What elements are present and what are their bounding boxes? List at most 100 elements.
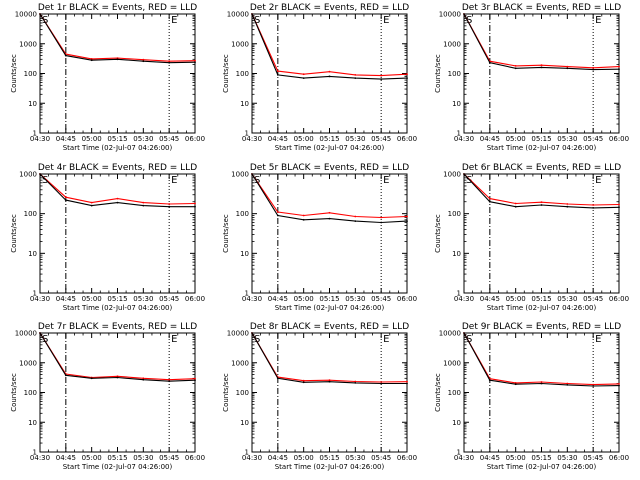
y-axis-label: Counts/sec (222, 214, 230, 253)
y-tick-label: 10000 (15, 330, 37, 338)
start-marker-label: S (466, 334, 472, 345)
start-marker-label: S (466, 175, 472, 186)
y-tick-label: 10 (452, 250, 461, 258)
data-point-lld (540, 64, 543, 67)
y-tick-label: 1000 (19, 171, 37, 179)
data-point-events (116, 201, 119, 204)
data-point-events (142, 378, 145, 381)
data-point-events (39, 13, 41, 15)
data-point-events (64, 199, 67, 202)
data-point-events (566, 384, 569, 386)
plot-frame (39, 13, 196, 134)
data-point-events (251, 173, 253, 175)
x-axis-label: Start Time (02-Jul-07 04:26:00) (487, 304, 597, 312)
data-point-events (142, 204, 145, 207)
x-tick-label: 04:45 (268, 295, 288, 303)
y-tick-label: 1 (33, 449, 37, 457)
y-axis-label: Counts/sec (10, 373, 18, 412)
data-point-events (618, 384, 620, 387)
y-tick-label: 10 (240, 250, 249, 258)
data-point-lld (566, 203, 569, 205)
x-tick-label: 04:30 (454, 454, 474, 462)
data-point-lld (328, 211, 331, 214)
data-point-events (406, 220, 408, 223)
data-point-lld (514, 382, 517, 384)
data-point-lld (380, 74, 383, 77)
x-tick-label: 04:45 (480, 135, 500, 143)
x-tick-label: 06:00 (397, 295, 417, 303)
x-tick-label: 05:30 (345, 454, 365, 462)
x-tick-label: 05:30 (557, 295, 577, 303)
data-point-lld (592, 383, 595, 386)
x-tick-label: 05:15 (319, 295, 339, 303)
y-tick-label: 10000 (227, 330, 249, 338)
data-point-events (302, 381, 305, 384)
data-point-events (354, 382, 357, 384)
y-tick-label: 10000 (227, 11, 249, 19)
data-point-lld (64, 196, 67, 199)
y-tick-label: 1000 (443, 171, 461, 179)
y-axis-label: Counts/sec (222, 373, 230, 412)
data-point-events (540, 382, 543, 385)
y-tick-label: 100 (448, 70, 461, 78)
x-tick-label: 05:45 (583, 295, 603, 303)
data-point-events (488, 61, 491, 64)
start-marker-label: S (254, 175, 260, 186)
x-tick-label: 04:30 (454, 295, 474, 303)
y-axis-label: Counts/sec (434, 214, 442, 253)
x-tick-label: 05:00 (294, 295, 314, 303)
x-tick-label: 05:00 (82, 295, 102, 303)
x-tick-label: 05:15 (531, 135, 551, 143)
y-tick-label: 1000 (443, 359, 461, 367)
x-axis-label: Start Time (02-Jul-07 04:26:00) (63, 304, 173, 312)
data-point-lld (142, 201, 145, 204)
end-marker-label: E (171, 334, 177, 345)
data-point-events (380, 221, 383, 224)
data-point-events (328, 380, 331, 383)
chart-title: Det 9r BLACK = Events, RED = LLD (462, 322, 621, 332)
y-tick-label: 1 (245, 449, 249, 457)
x-tick-label: 04:45 (480, 295, 500, 303)
data-point-events (406, 77, 408, 79)
data-point-lld (380, 381, 383, 383)
y-tick-label: 100 (236, 210, 249, 218)
data-point-events (566, 205, 569, 208)
y-tick-label: 100 (24, 210, 37, 218)
chart-title: Det 3r BLACK = Events, RED = LLD (462, 3, 621, 13)
x-tick-label: 04:45 (480, 454, 500, 462)
x-axis-label: Start Time (02-Jul-07 04:26:00) (63, 463, 173, 471)
data-point-lld (354, 74, 357, 76)
plot-frame (39, 173, 196, 294)
x-tick-label: 06:00 (609, 135, 629, 143)
data-point-lld (90, 58, 93, 60)
y-tick-label: 1000 (19, 359, 37, 367)
data-point-events (251, 332, 253, 334)
x-tick-label: 05:15 (319, 135, 339, 143)
data-point-events (276, 74, 279, 76)
data-point-events (618, 206, 620, 209)
data-point-events (463, 332, 465, 334)
x-tick-label: 05:45 (371, 135, 391, 143)
x-tick-label: 04:30 (242, 295, 262, 303)
end-marker-label: E (383, 175, 389, 186)
chart-title: Det 2r BLACK = Events, RED = LLD (250, 3, 409, 13)
data-point-lld (328, 379, 331, 382)
end-marker-label: E (383, 15, 389, 26)
y-tick-label: 1000 (231, 40, 249, 48)
data-point-lld (142, 377, 145, 380)
y-tick-label: 100 (24, 389, 37, 397)
x-tick-label: 05:45 (159, 454, 179, 462)
y-tick-label: 1000 (231, 359, 249, 367)
data-point-events (302, 77, 305, 79)
x-tick-label: 05:45 (583, 135, 603, 143)
end-marker-label: E (171, 15, 177, 26)
data-point-lld (406, 215, 408, 218)
data-point-lld (406, 380, 408, 383)
data-point-lld (514, 65, 517, 67)
x-tick-label: 04:30 (454, 135, 474, 143)
x-tick-label: 05:30 (557, 135, 577, 143)
data-point-events (566, 67, 569, 70)
plot-frame (251, 173, 408, 294)
data-point-events (64, 374, 67, 377)
data-point-lld (618, 203, 620, 206)
